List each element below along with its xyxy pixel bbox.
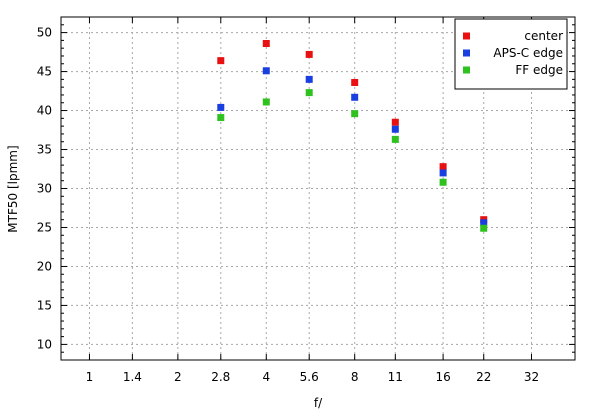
data-point — [262, 67, 270, 75]
legend-label: APS-C edge — [493, 46, 563, 60]
x-tick-label: 8 — [351, 370, 359, 384]
x-tick-label: 32 — [524, 370, 539, 384]
y-tick-label: 10 — [37, 337, 52, 351]
legend-marker — [463, 32, 470, 40]
data-point — [262, 40, 270, 48]
x-tick-label: 1.4 — [123, 370, 142, 384]
x-tick-label: 22 — [476, 370, 491, 384]
legend: center APS-C edge FF edge — [454, 18, 568, 90]
grid-layer — [61, 17, 575, 360]
y-tick-label: 50 — [37, 26, 52, 40]
legend-label: FF edge — [515, 63, 563, 77]
data-point — [217, 103, 225, 111]
x-tick-label: 4 — [262, 370, 270, 384]
data-point — [351, 110, 359, 118]
data-point — [480, 219, 488, 227]
y-tick-label: 35 — [37, 143, 52, 157]
data-point — [262, 98, 270, 106]
x-tick-label: 2 — [174, 370, 182, 384]
x-axis-label: f/ — [314, 396, 323, 410]
data-point — [439, 178, 447, 186]
points-layer — [217, 40, 488, 232]
data-point — [391, 125, 399, 133]
data-point — [439, 163, 447, 171]
data-point — [439, 169, 447, 177]
data-point — [217, 57, 225, 65]
y-tick-label: 25 — [37, 220, 52, 234]
data-point — [305, 75, 313, 83]
data-point — [305, 50, 313, 58]
data-point — [391, 135, 399, 143]
tick-layer: 10 15 20 25 30 35 40 45 50 1 1.4 2 2.8 4 5.6 8 11 16 22 32 — [37, 17, 575, 384]
x-tick-label: 11 — [388, 370, 403, 384]
y-tick-label: 30 — [37, 182, 52, 196]
data-point — [480, 224, 488, 232]
y-tick-label: 45 — [37, 65, 52, 79]
data-point — [391, 118, 399, 126]
y-tick-label: 40 — [37, 104, 52, 118]
y-tick-label: 20 — [37, 259, 52, 273]
data-point — [305, 89, 313, 97]
y-tick-label: 15 — [37, 298, 52, 312]
x-tick-label: 16 — [435, 370, 450, 384]
data-point — [217, 114, 225, 122]
legend-marker — [463, 49, 470, 57]
data-point — [351, 78, 359, 86]
legend-box — [454, 18, 568, 90]
x-tick-label: 1 — [86, 370, 94, 384]
x-tick-label: 2.8 — [211, 370, 230, 384]
legend-marker — [463, 66, 470, 74]
data-point — [351, 93, 359, 101]
y-axis-label: MTF50 [lpmm] — [6, 145, 20, 232]
x-tick-label: 5.6 — [300, 370, 319, 384]
legend-label: center — [524, 29, 563, 43]
